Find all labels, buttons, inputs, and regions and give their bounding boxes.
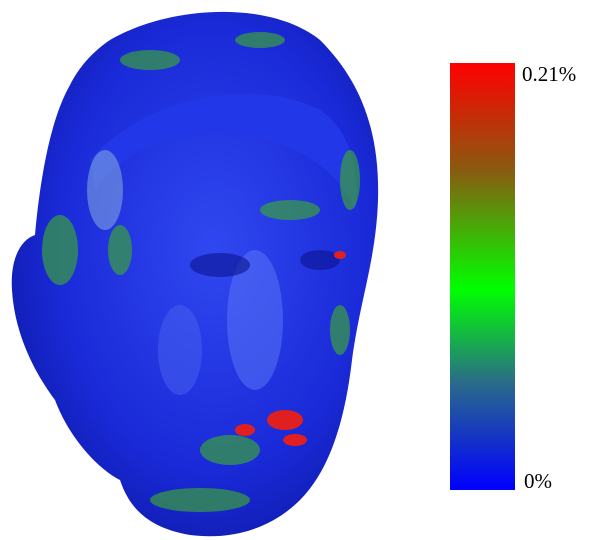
colorbar <box>450 63 515 490</box>
head-scan <box>11 11 379 537</box>
colorbar-max-label: 0.21% <box>522 62 576 86</box>
colorbar-min-label: 0% <box>524 469 552 493</box>
green-speckles <box>42 32 360 512</box>
red-speckles <box>235 251 346 446</box>
